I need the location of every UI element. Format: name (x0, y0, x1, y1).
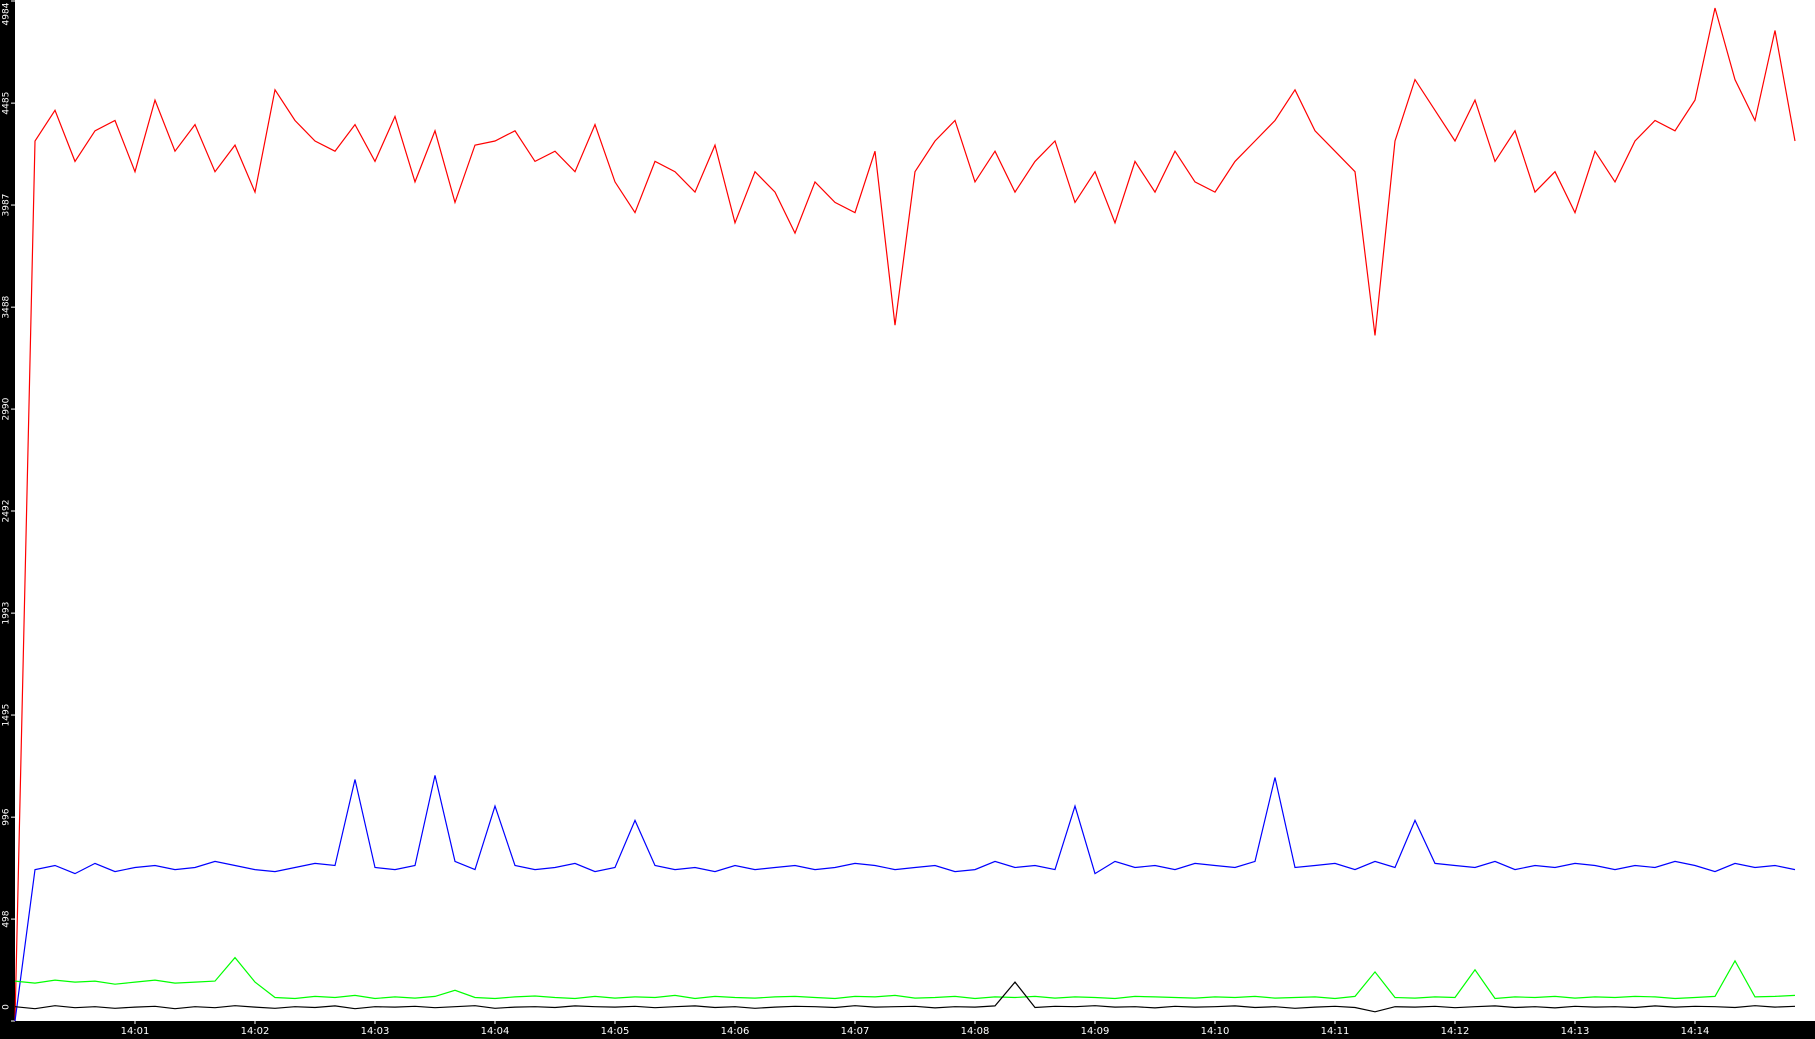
y-axis-strip (0, 0, 15, 1039)
x-tick-label: 14:14 (1681, 1026, 1710, 1037)
series-line (14, 981, 1796, 1013)
y-tick-label: 4984 (2, 2, 12, 25)
series-line (14, 7, 1796, 1022)
x-tick-label: 14:11 (1321, 1026, 1350, 1037)
y-tick-label: 1993 (2, 602, 12, 625)
x-tick-label: 14:09 (1081, 1026, 1110, 1037)
x-tick-label: 14:12 (1441, 1026, 1470, 1037)
x-tick-label: 14:03 (361, 1026, 390, 1037)
x-axis-strip (0, 1021, 1815, 1039)
series-line (14, 775, 1796, 1022)
x-tick-label: 14:13 (1561, 1026, 1590, 1037)
x-tick-label: 14:08 (961, 1026, 990, 1037)
series-line (14, 956, 1796, 1000)
x-tick-label: 14:05 (601, 1026, 630, 1037)
y-tick-label: 996 (2, 808, 12, 825)
y-tick-label: 2990 (2, 397, 12, 420)
y-tick-label: 4485 (2, 92, 12, 115)
x-tick-label: 14:04 (481, 1026, 510, 1037)
x-tick-label: 14:06 (721, 1026, 750, 1037)
y-tick-label: 0 (2, 1004, 12, 1010)
y-tick-label: 3987 (2, 194, 12, 217)
x-tick-label: 14:01 (121, 1026, 150, 1037)
y-tick-label: 3488 (2, 295, 12, 318)
y-tick-label: 2492 (2, 500, 12, 523)
x-tick-label: 14:07 (841, 1026, 870, 1037)
y-tick-label: 1495 (2, 704, 12, 727)
x-tick-label: 14:02 (241, 1026, 270, 1037)
x-tick-label: 14:10 (1201, 1026, 1230, 1037)
y-tick-label: 498 (2, 910, 12, 927)
